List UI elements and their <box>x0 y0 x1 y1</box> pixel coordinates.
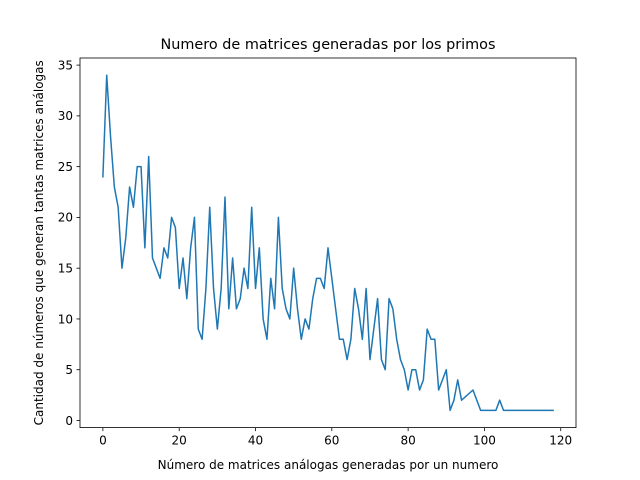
y-tick-label: 20 <box>58 211 73 225</box>
y-tick-label: 25 <box>58 160 73 174</box>
x-tick-label: 0 <box>99 434 107 448</box>
x-tick-label: 20 <box>172 434 187 448</box>
y-tick-label: 5 <box>65 363 73 377</box>
x-tick-label: 80 <box>400 434 415 448</box>
x-tick-label: 120 <box>549 434 572 448</box>
x-tick-label: 40 <box>248 434 263 448</box>
axis-ticks: 0 20 40 60 80 100 120 0 5 10 15 20 25 30 35 <box>58 58 572 447</box>
series-line-0 <box>102 74 554 412</box>
plot-area <box>102 74 554 412</box>
x-tick-label: 60 <box>324 434 339 448</box>
y-axis-title: Cantidad de números que generan tantas m… <box>32 60 46 425</box>
y-tick-label: 0 <box>65 414 73 428</box>
y-tick-label: 15 <box>58 261 73 275</box>
chart-title: Numero de matrices generadas por los pri… <box>161 37 496 53</box>
x-axis-title: Número de matrices análogas generadas po… <box>158 458 499 472</box>
y-tick-label: 35 <box>58 58 73 72</box>
axes-frame <box>79 57 577 429</box>
x-tick-label: 100 <box>473 434 496 448</box>
y-tick-label: 10 <box>58 312 73 326</box>
y-tick-label: 30 <box>58 109 73 123</box>
